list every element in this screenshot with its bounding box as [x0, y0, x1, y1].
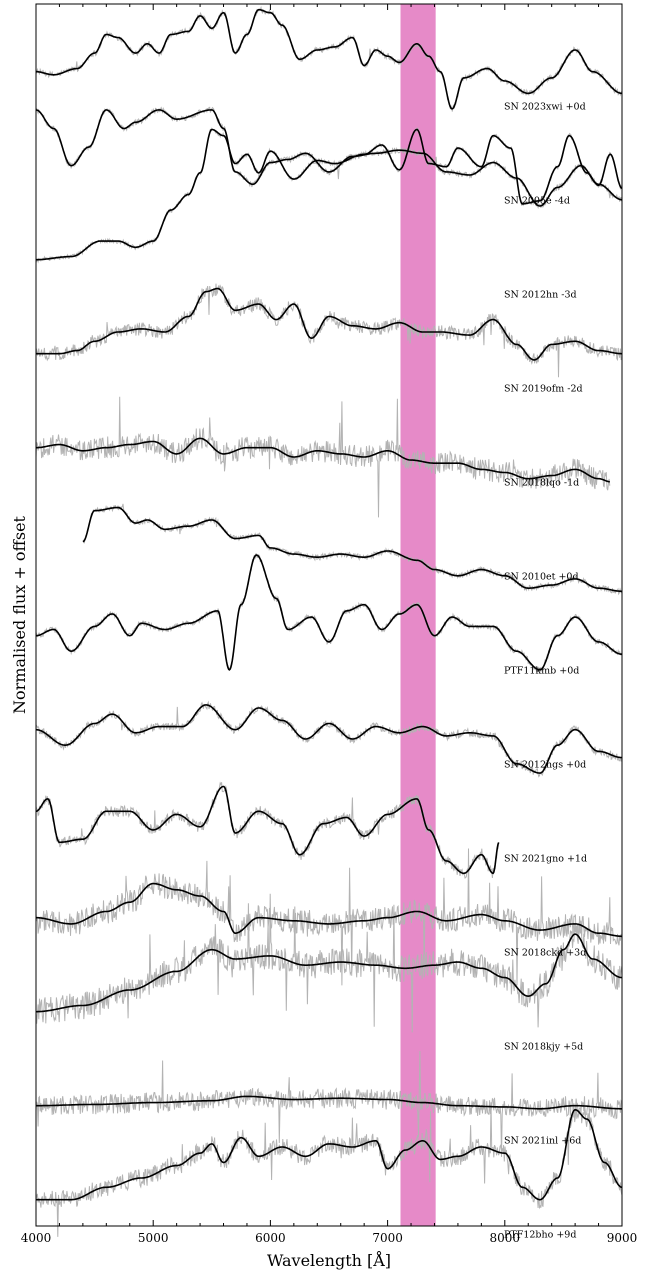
series-label: SN 2021inl +6d — [504, 1136, 581, 1147]
series-labels: SN 2023xwi +0d SN 2005e -4d SN 2012hn -3d S… — [504, 102, 587, 1241]
x-tick-label: 8000 — [490, 1231, 521, 1245]
raw-spectrum — [35, 283, 623, 378]
series-label: SN 2021gno +1d — [504, 854, 587, 865]
series-label: PTF11kmb +0d — [504, 666, 579, 677]
highlight-band — [400, 4, 436, 1226]
raw-spectrum — [35, 127, 623, 264]
series-label: SN 2018kjy +5d — [504, 1042, 583, 1053]
raw-spectrum — [35, 396, 611, 518]
series-label: SN 2012hgs +0d — [504, 760, 586, 771]
smoothed-spectrum — [35, 785, 500, 875]
smoothed-spectrum — [36, 1095, 622, 1110]
smoothed-spectrum — [36, 287, 622, 361]
smoothed-spectrum — [36, 933, 622, 1013]
raw-spectrum — [35, 1050, 623, 1157]
x-tick-label: 4000 — [21, 1231, 52, 1245]
plot-frame — [35, 3, 623, 1227]
raw-spectrum — [35, 1102, 623, 1237]
series-label: SN 2012hn -3d — [504, 290, 577, 301]
series-label: SN 2018lqo -1d — [504, 478, 579, 489]
smoothed-spectrum — [36, 554, 622, 671]
smoothed-spectra-layer — [35, 8, 623, 1201]
x-axis: 4000 5000 6000 7000 8000 9000 — [21, 4, 638, 1245]
raw-spectrum — [35, 106, 623, 210]
smoothed-spectrum — [82, 506, 622, 593]
x-tick-label: 7000 — [372, 1231, 403, 1245]
series-label: SN 2005e -4d — [504, 196, 570, 207]
smoothed-spectrum — [36, 1108, 623, 1201]
smoothed-spectrum — [35, 109, 622, 207]
smoothed-spectrum — [36, 8, 622, 110]
x-tick-label: 9000 — [607, 1231, 638, 1245]
series-label: PTF12bho +9d — [504, 1230, 576, 1241]
smoothed-spectrum — [36, 437, 610, 483]
series-label: SN 2023xwi +0d — [504, 102, 586, 113]
raw-spectrum — [35, 848, 623, 986]
smoothed-spectrum — [36, 882, 622, 938]
series-label: SN 2019ofm -2d — [504, 384, 583, 395]
x-tick-label: 5000 — [138, 1231, 169, 1245]
series-label: SN 2018ckd +3d — [504, 948, 586, 959]
highlight-band-layer — [400, 4, 436, 1226]
x-axis-label: Wavelength [Å] — [267, 1250, 391, 1270]
smoothed-spectrum — [36, 128, 623, 261]
raw-spectrum — [35, 5, 623, 112]
y-axis-label: Normalised flux + offset — [10, 515, 29, 713]
smoothed-spectrum — [36, 704, 622, 774]
x-tick-label: 6000 — [255, 1231, 286, 1245]
series-label: SN 2010et +0d — [504, 572, 579, 583]
